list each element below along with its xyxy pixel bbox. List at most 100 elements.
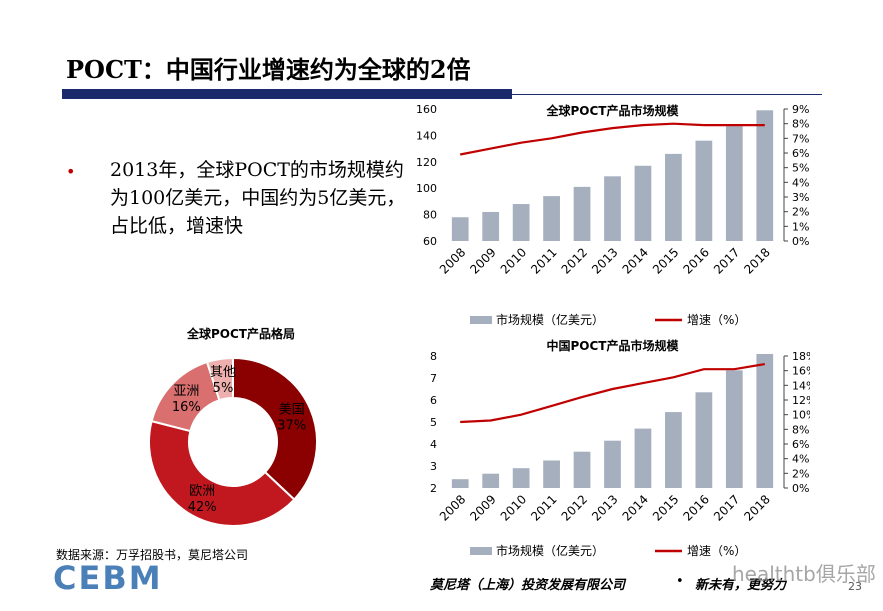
global-y2tick-label: 6%: [792, 147, 809, 160]
china-y2tick-label: 4%: [792, 453, 809, 466]
china-bar: [543, 460, 560, 488]
footer-slogan: 新未有，更努力: [695, 578, 787, 593]
china-y2tick-label: 8%: [792, 423, 809, 436]
china-bar: [573, 451, 591, 488]
global-market-chart: 全球POCT产品市场规模 60 80 100 120 140 160 0% 1%2% 3% 4%5%…: [416, 103, 809, 327]
global-ytick-label: 120: [416, 156, 437, 169]
china-bar: [451, 479, 469, 488]
china-bar: [665, 412, 682, 488]
global-growth-line: [459, 122, 765, 156]
global-y2tick-label: 7%: [792, 132, 809, 145]
china-y2tick-label: 2%: [792, 467, 809, 480]
china-bar: [604, 440, 621, 488]
china-bar: [756, 354, 774, 488]
china-y2tick-label: 0%: [792, 482, 809, 495]
pie-slice-label: 美国: [279, 403, 305, 418]
global-ytick-label: 60: [423, 235, 437, 248]
global-y2tick-label: 2%: [792, 206, 809, 219]
global-xtick-label: 2017: [711, 245, 742, 276]
page-number: 23: [848, 580, 862, 593]
china-bar: [725, 370, 743, 488]
source-note: 数据来源：万孚招股书，莫尼塔公司: [56, 548, 249, 562]
global-xtick-label: 2010: [498, 245, 529, 276]
global-xtick-label: 2014: [620, 245, 651, 276]
pie-slice: [205, 356, 234, 402]
pie-slice-value: 37%: [277, 419, 306, 434]
global-bar: [512, 204, 530, 241]
footer-company: 莫尼塔（上海）投资发展有限公司: [430, 578, 626, 593]
global-y2tick-label: 0%: [792, 235, 809, 248]
global-legend-line-label: 增速（%）: [687, 313, 746, 327]
bullet-text: 2013年，全球POCT的市场规模约为100亿美元，中国约为5亿美元，占比低，增…: [110, 159, 406, 237]
china-y2tick-label: 14%: [792, 379, 810, 392]
global-xtick-label: 2008: [437, 245, 468, 276]
global-legend-bar-swatch: [470, 316, 492, 324]
china-y2tick-label: 18%: [792, 350, 810, 363]
china-ytick-label: 3: [430, 460, 437, 473]
pie-slice-value: 42%: [188, 500, 217, 515]
pie-title: 全球POCT产品格局: [186, 326, 295, 341]
china-bar: [482, 473, 500, 488]
china-xtick-label: 2008: [437, 492, 468, 523]
global-title: 全球POCT产品市场规模: [546, 103, 680, 118]
global-xtick-label: 2016: [680, 245, 711, 276]
china-legend-line-label: 增速（%）: [687, 544, 746, 558]
pie-slice-value: 5%: [213, 381, 234, 396]
china-xtick-label: 2017: [711, 492, 742, 523]
china-ytick-label: 6: [430, 394, 437, 407]
china-y2tick-label: 12%: [792, 394, 810, 407]
china-ytick-label: 2: [430, 482, 437, 495]
china-ytick-label: 5: [430, 416, 437, 429]
global-y2tick-label: 1%: [792, 220, 809, 233]
china-xtick-label: 2013: [589, 492, 620, 523]
china-bar: [695, 392, 713, 488]
china-ytick-label: 8: [430, 350, 437, 363]
watermark: healthtb俱乐部: [732, 562, 876, 586]
global-bar: [451, 217, 469, 241]
china-bar: [512, 468, 530, 488]
pie-slice-label: 其他: [210, 365, 236, 380]
global-xtick-label: 2015: [650, 245, 681, 276]
global-y2tick-label: 9%: [792, 103, 809, 116]
global-ytick-label: 160: [416, 103, 437, 116]
china-legend-bar-label: 市场规模（亿美元）: [496, 543, 604, 558]
pie-slice-label: 亚洲: [173, 384, 199, 399]
china-xtick-label: 2009: [467, 492, 498, 523]
global-bar: [543, 196, 560, 241]
global-bar: [604, 176, 621, 241]
china-market-chart: 中国POCT产品市场规模 2 3 4 5 6 7 8 0% 2%4% 6% 8%10% 12% 14%16…: [430, 338, 810, 558]
china-y2tick-label: 16%: [792, 365, 810, 378]
global-y2tick-label: 8%: [792, 118, 809, 131]
global-bar: [634, 165, 652, 241]
pie-slice-label: 欧洲: [189, 484, 215, 499]
china-growth-line: [460, 363, 765, 424]
global-ytick-label: 140: [416, 129, 437, 142]
global-xtick-label: 2012: [559, 245, 590, 276]
global-xtick-label: 2009: [467, 245, 498, 276]
china-legend-bar-swatch: [470, 547, 492, 555]
global-y2tick-label: 4%: [792, 176, 809, 189]
china-xtick-label: 2011: [528, 492, 559, 523]
global-bar: [725, 126, 743, 241]
global-bar: [695, 140, 713, 241]
title-underline-bar: [62, 89, 512, 99]
china-title: 中国POCT产品市场规模: [547, 338, 680, 353]
title-underline-line: [512, 94, 822, 95]
china-ytick-label: 4: [430, 438, 437, 451]
global-bar: [665, 153, 682, 241]
global-ytick-label: 80: [423, 209, 437, 222]
china-xtick-label: 2015: [650, 492, 681, 523]
global-bar: [573, 186, 591, 241]
global-ytick-label: 100: [416, 182, 437, 195]
cebm-logo: CEBM: [53, 559, 163, 597]
pie-slice: [148, 419, 296, 527]
china-ytick-label: 7: [430, 372, 437, 385]
china-y2tick-label: 6%: [792, 438, 809, 451]
footer-separator: •: [676, 574, 684, 589]
slide-title: POCT：中国行业增速约为全球的2倍: [66, 55, 471, 84]
global-bar: [482, 211, 500, 241]
china-y2tick-label: 10%: [792, 409, 810, 422]
china-xtick-label: 2014: [620, 492, 651, 523]
global-bar: [756, 110, 774, 241]
